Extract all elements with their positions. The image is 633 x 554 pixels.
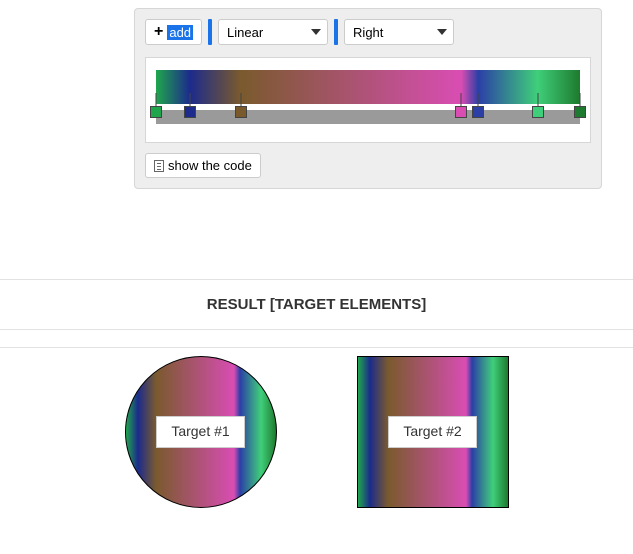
gradient-stop-handle[interactable]	[472, 106, 484, 118]
gradient-type-select[interactable]: LinearRadial	[218, 19, 328, 45]
gradient-stop-handle[interactable]	[184, 106, 196, 118]
toolbar: + add LinearRadial RightLeftTopBottom	[145, 19, 591, 45]
divider-bar	[334, 19, 338, 45]
gradient-stop-handle[interactable]	[455, 106, 467, 118]
result-spacer	[0, 330, 633, 348]
show-code-label: show the code	[168, 158, 252, 173]
divider-bar	[208, 19, 212, 45]
target-1-label: Target #1	[156, 416, 244, 448]
result-heading: RESULT [TARGET ELEMENTS]	[0, 280, 633, 330]
gradient-direction-select[interactable]: RightLeftTopBottom	[344, 19, 454, 45]
gradient-stop-handle[interactable]	[574, 106, 586, 118]
plus-icon: +	[154, 24, 163, 40]
targets-row: Target #1 Target #2	[0, 348, 633, 528]
gradient-preview-box	[145, 57, 591, 143]
gradient-editor-panel: + add LinearRadial RightLeftTopBottom sh…	[134, 8, 602, 189]
show-code-button[interactable]: show the code	[145, 153, 261, 178]
gradient-stop-handle[interactable]	[150, 106, 162, 118]
gradient-preview-bar	[156, 70, 580, 104]
target-1: Target #1	[125, 356, 277, 508]
gradient-stop-handle[interactable]	[532, 106, 544, 118]
gradient-stop-handle[interactable]	[235, 106, 247, 118]
add-stop-label: add	[167, 25, 193, 40]
document-icon	[154, 160, 164, 172]
target-2-label: Target #2	[388, 416, 476, 448]
target-2: Target #2	[357, 356, 509, 508]
gradient-slider-track[interactable]	[156, 110, 580, 124]
add-stop-button[interactable]: + add	[145, 19, 202, 45]
